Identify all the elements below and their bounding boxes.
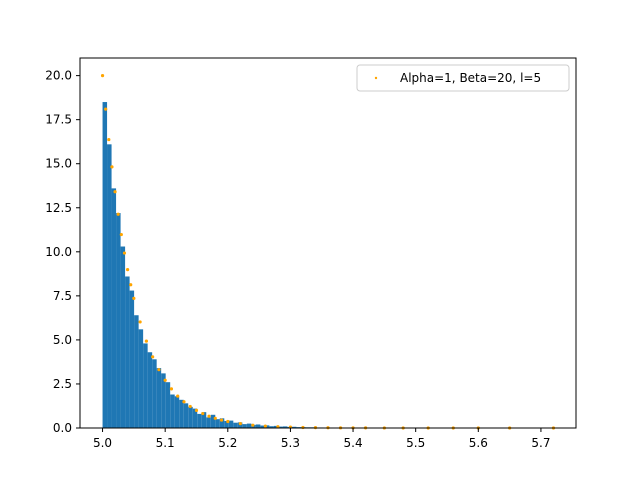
scatter-point	[113, 190, 117, 194]
scatter-point	[182, 400, 186, 404]
histogram-bar	[134, 315, 139, 428]
histogram-bar	[111, 188, 117, 428]
histogram-bar	[210, 414, 216, 428]
scatter-point	[144, 339, 148, 343]
scatter-point	[176, 394, 180, 398]
scatter-point	[107, 137, 111, 142]
histogram-bar	[129, 290, 135, 428]
scatter-point	[169, 387, 174, 391]
scatter-point	[219, 418, 224, 422]
y-tick-label: 15.0	[45, 157, 72, 171]
scatter-point	[226, 419, 230, 424]
histogram-bar	[156, 368, 162, 428]
scatter-point	[301, 425, 305, 430]
histogram-bar	[152, 359, 157, 428]
y-tick-label: 5.0	[53, 333, 72, 347]
scatter-point	[238, 422, 242, 426]
histogram-bar	[278, 426, 283, 428]
y-axis: 0.0 2.5 5.0 7.5 10.0 12.5 15.0 17.5 20.0	[45, 69, 80, 435]
histogram-bar	[125, 276, 130, 428]
x-tick-label: 5.2	[218, 436, 237, 450]
histogram-bar	[102, 102, 108, 429]
histogram-bar	[282, 426, 288, 428]
histogram-bar	[192, 408, 198, 428]
scatter-point	[194, 408, 199, 412]
histogram-bar	[165, 382, 171, 428]
scatter-point	[116, 212, 120, 216]
histogram-bar	[120, 246, 126, 428]
scatter-point	[188, 404, 192, 409]
x-tick-label: 5.3	[281, 436, 300, 450]
legend: Alpha=1, Beta=20, l=5	[356, 64, 570, 92]
histogram-bar	[228, 420, 234, 428]
legend-label: Alpha=1, Beta=20, l=5	[400, 71, 541, 85]
y-tick-label: 12.5	[45, 201, 72, 215]
histogram-bar	[260, 425, 265, 428]
y-tick-label: 7.5	[53, 289, 72, 303]
histogram-bar	[291, 426, 297, 428]
scatter-point	[122, 251, 127, 255]
histogram-bar	[206, 417, 211, 428]
x-tick-label: 5.4	[344, 436, 363, 450]
scatter-point	[126, 268, 130, 272]
y-tick-label: 2.5	[53, 377, 72, 391]
histogram-bar	[215, 419, 220, 428]
scatter-point	[213, 416, 217, 420]
histogram-bar	[246, 423, 252, 428]
scatter-point	[119, 232, 123, 237]
histogram-bar	[161, 373, 166, 428]
scatter-point	[207, 414, 211, 418]
histogram-bar	[197, 413, 202, 428]
scatter-point	[138, 320, 142, 324]
histogram-bar	[264, 425, 270, 428]
histogram-bar	[174, 396, 180, 428]
axes-frame	[79, 57, 577, 429]
histogram-bar	[255, 424, 261, 428]
histogram-bar	[107, 144, 112, 428]
histogram-bars	[102, 102, 554, 429]
histogram-bar	[170, 394, 175, 428]
histogram-bar	[143, 343, 148, 428]
histogram-bar	[201, 412, 207, 428]
scatter-point	[132, 296, 136, 300]
histogram-bar	[179, 399, 184, 428]
x-tick-label: 5.6	[469, 436, 488, 450]
scatter-point	[163, 378, 167, 382]
scatter-point	[129, 283, 133, 287]
x-tick-label: 5.1	[156, 436, 175, 450]
histogram-bar	[242, 424, 247, 428]
y-tick-label: 20.0	[45, 69, 72, 83]
histogram-bar	[188, 406, 193, 428]
scatter-point	[151, 355, 155, 359]
histogram-bar	[147, 352, 153, 428]
x-tick-label: 5.7	[531, 436, 550, 450]
histogram-bar	[183, 403, 189, 428]
legend-box	[356, 64, 570, 92]
y-tick-label: 17.5	[45, 113, 72, 127]
histogram-bar	[269, 426, 274, 428]
scatter-point	[263, 424, 267, 428]
scatter-point	[110, 165, 114, 169]
histogram-bar	[233, 422, 238, 428]
histogram-bar	[116, 213, 121, 428]
x-axis: 5.0 5.1 5.2 5.3 5.4 5.5 5.6 5.7	[93, 428, 550, 450]
y-tick-label: 0.0	[53, 421, 72, 435]
legend-marker	[374, 76, 378, 80]
scatter-point	[201, 411, 205, 416]
histogram-bar	[138, 329, 144, 428]
histogram-bar	[224, 420, 229, 428]
scatter-point	[104, 107, 108, 111]
y-tick-label: 10.0	[45, 245, 72, 259]
scatter-point	[100, 74, 105, 78]
histogram-bar	[273, 425, 279, 428]
scatter-point	[157, 368, 161, 372]
x-tick-label: 5.5	[406, 436, 425, 450]
histogram-bar	[219, 418, 225, 428]
scatter-point	[251, 423, 255, 427]
x-tick-label: 5.0	[93, 436, 112, 450]
